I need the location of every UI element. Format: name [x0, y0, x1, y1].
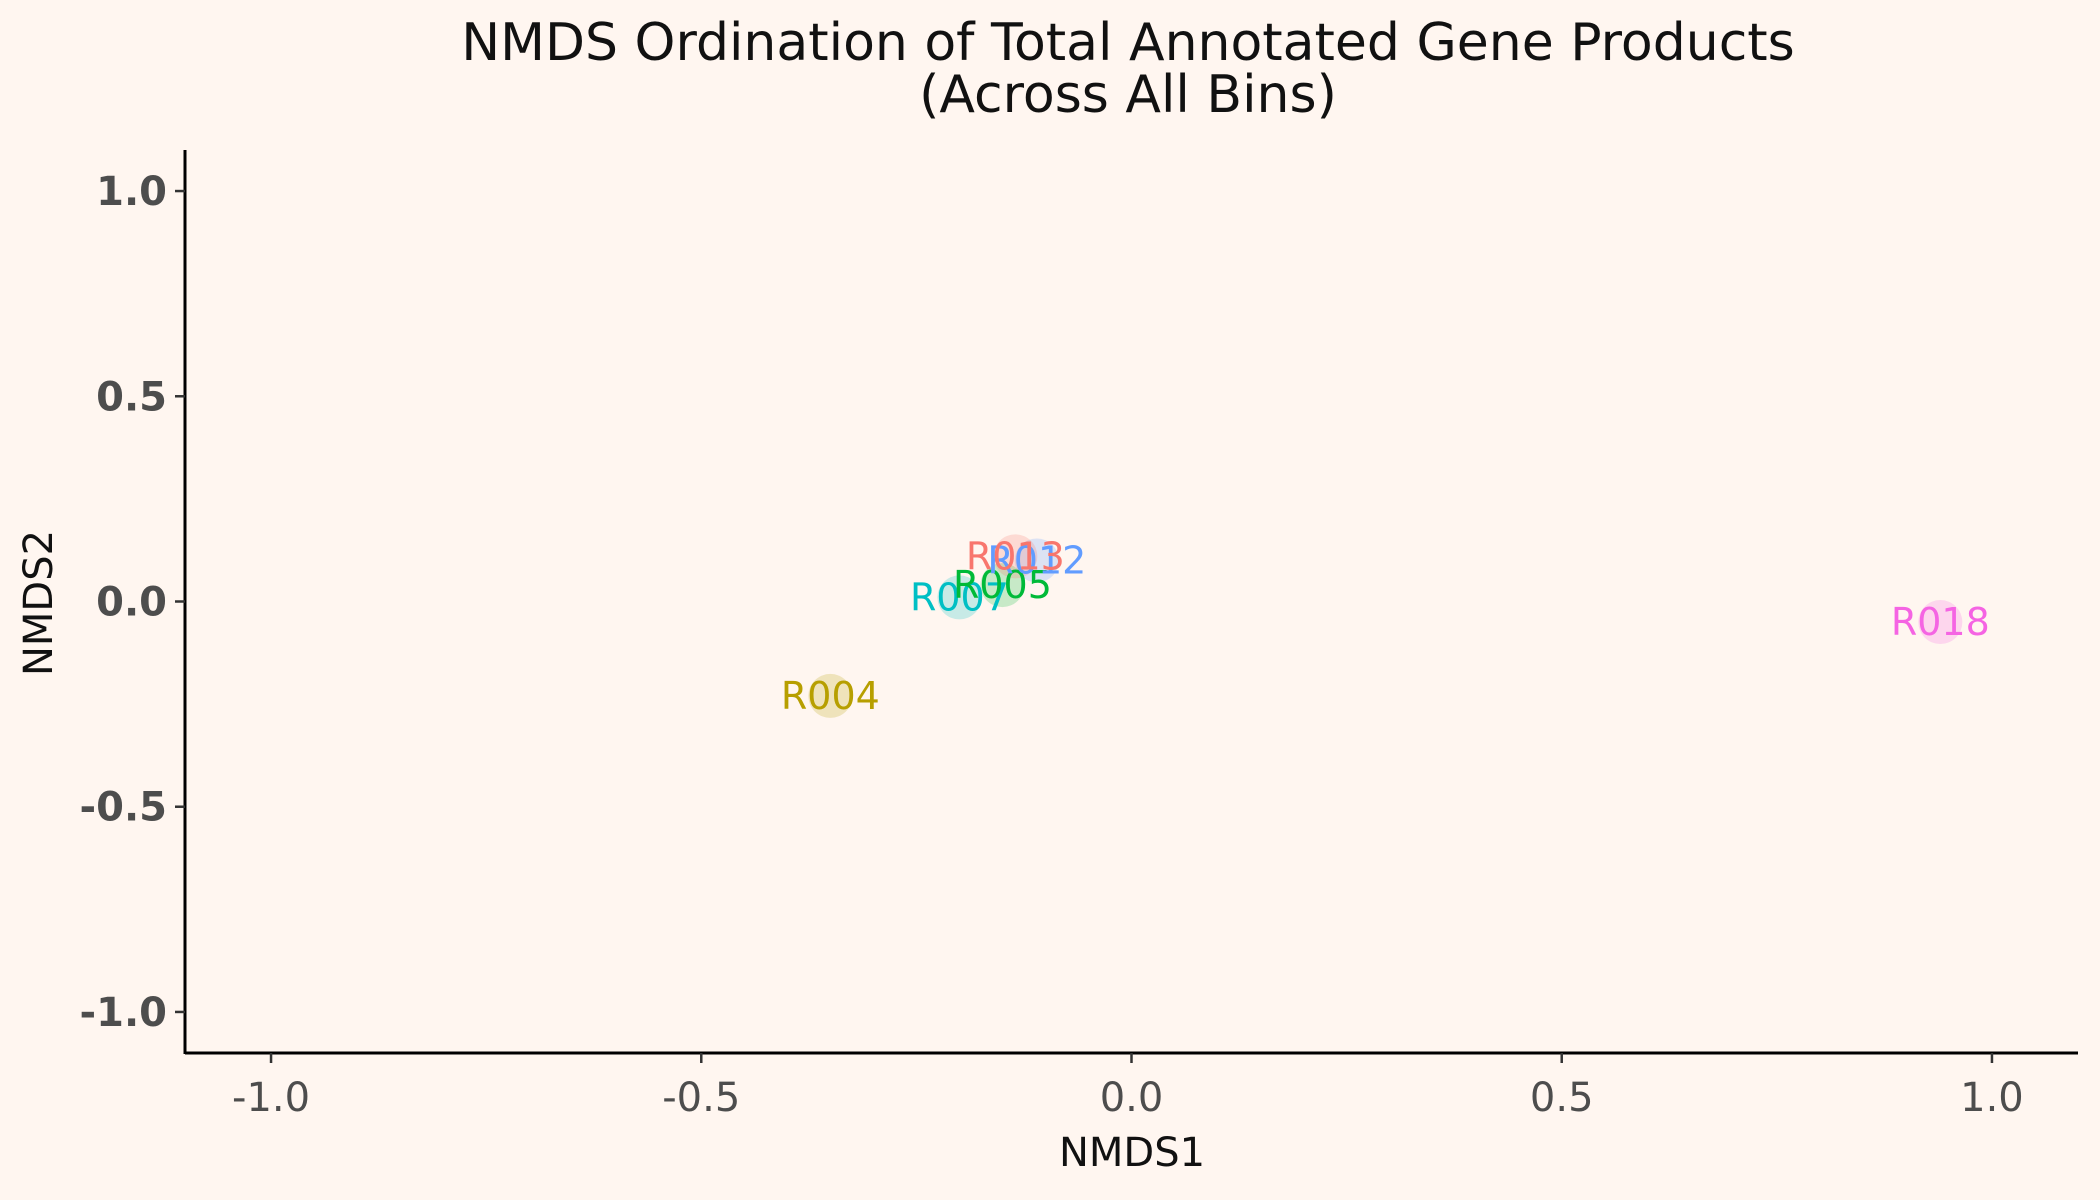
point-label: R005 [953, 563, 1052, 607]
data-point [980, 563, 1025, 608]
chart-title: NMDS Ordination of Total Annotated Gene … [461, 13, 1795, 73]
ticks-layer: -1.0 -0.5 0.0 0.5 1.0 -1.0 -0.5 0.0 0.5 1.0 [80, 169, 2024, 1121]
data-point [993, 534, 1038, 579]
point-label: R018 [1891, 600, 1990, 644]
x-tick-label: 1.0 [1960, 1075, 2024, 1121]
x-tick-label: -0.5 [662, 1075, 740, 1121]
point-label: R013 [966, 534, 1065, 578]
y-tick-label: 0.0 [96, 580, 167, 626]
x-axis-title: NMDS1 [1059, 1130, 1205, 1176]
y-tick-label: 0.5 [96, 374, 167, 420]
x-tick-label: 0.5 [1530, 1075, 1594, 1121]
point-label: R012 [987, 538, 1086, 582]
y-axis-title: NMDS2 [16, 530, 62, 676]
data-point [1918, 600, 1963, 645]
y-tick-label: -0.5 [80, 785, 167, 831]
x-tick-label: 0.0 [1100, 1075, 1164, 1121]
x-tick-label: -1.0 [232, 1075, 310, 1121]
point-label: R004 [781, 674, 880, 718]
data-point [1014, 538, 1059, 583]
data-point [808, 673, 853, 718]
chart-subtitle: (Across All Bins) [919, 65, 1337, 125]
y-tick-label: 1.0 [96, 169, 167, 215]
point-label: R007 [910, 575, 1009, 619]
data-point [937, 575, 982, 620]
y-tick-label: -1.0 [80, 990, 167, 1036]
